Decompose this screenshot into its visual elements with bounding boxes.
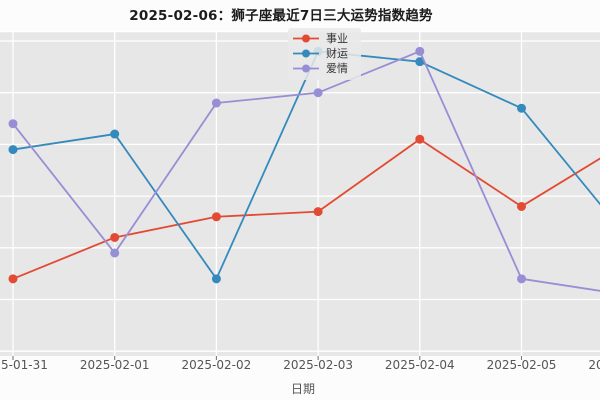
wealth-point: [517, 103, 526, 113]
x-tick-label: 2025-02-03: [283, 358, 353, 372]
chart-title: 2025-02-06：狮子座最近7日三大运势指数趋势: [129, 8, 433, 24]
love-point: [211, 98, 221, 108]
career-point: [110, 232, 120, 242]
legend-marker-love: [293, 64, 319, 73]
legend: 事业 财运 爱情: [288, 28, 361, 80]
x-tick-label: 2025-02-01: [79, 358, 150, 372]
x-tick-label: 2025-02-04: [384, 358, 455, 372]
legend-label: 事业: [326, 32, 348, 45]
legend-item-wealth: 财运: [293, 46, 361, 61]
x-tick-label: 2025-02-06: [588, 358, 600, 372]
love-point: [110, 248, 120, 258]
legend-item-love: 爱情: [293, 61, 361, 76]
wealth-point: [415, 57, 425, 67]
love-point: [8, 119, 18, 129]
legend-label: 爱情: [326, 62, 348, 75]
x-tick-label: 2025-02-02: [181, 358, 252, 372]
career-point: [8, 274, 18, 284]
love-point: [517, 274, 526, 284]
career-point: [415, 134, 425, 144]
wealth-point: [110, 129, 120, 139]
x-tick-label: 2025-02-05: [486, 358, 557, 372]
career-point: [211, 212, 221, 222]
love-point: [415, 46, 425, 56]
legend-label: 财运: [326, 47, 348, 60]
legend-item-career: 事业: [293, 31, 361, 46]
wealth-point: [211, 274, 221, 284]
x-axis-title: 日期: [290, 382, 316, 396]
career-point: [313, 207, 323, 217]
career-point: [517, 201, 526, 211]
x-tick-label: 2025-01-31: [0, 358, 48, 372]
wealth-point: [8, 145, 18, 155]
plot-background: [0, 31, 600, 356]
love-point: [313, 88, 323, 98]
legend-marker-wealth: [293, 49, 319, 58]
legend-marker-career: [293, 34, 319, 43]
